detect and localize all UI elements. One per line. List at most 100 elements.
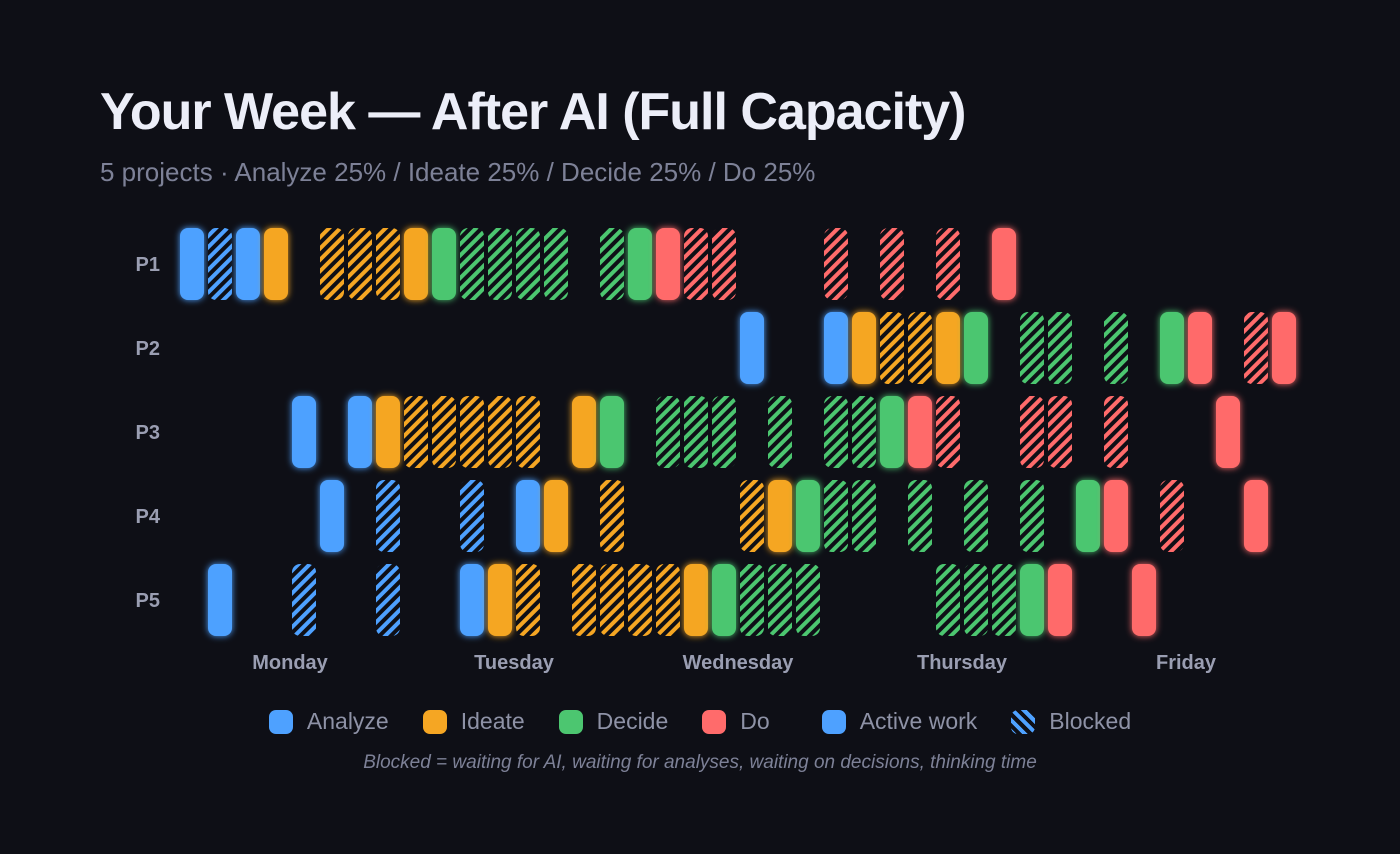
legend-label-analyze: Analyze (306, 708, 389, 734)
block-p3-slot-26-active (908, 396, 932, 468)
block-p5-slot-19-active (712, 564, 736, 636)
timeline-chart: P1 P2 P3 P4 P5 Monday Tuesday Wednesday Thursda… (136, 228, 1296, 674)
block-p2-slot-31-blocked (1048, 312, 1072, 384)
block-p3-slot-9-blocked (432, 396, 456, 468)
analyze-swatch-icon (268, 709, 293, 734)
block-p4-slot-20-blocked (740, 480, 764, 552)
block-p1-slot-15-blocked (600, 228, 624, 300)
legend-label-active: Active work (859, 708, 978, 734)
block-p4-slot-33-active (1104, 480, 1128, 552)
block-p3-slot-27-blocked (936, 396, 960, 468)
block-p1-slot-23-blocked (824, 228, 848, 300)
block-p5-slot-20-blocked (740, 564, 764, 636)
block-p2-slot-27-active (936, 312, 960, 384)
block-p3-slot-4-active (292, 396, 316, 468)
block-p2-slot-24-active (852, 312, 876, 384)
row-labels: P1 P2 P3 P4 P5 (136, 254, 161, 612)
block-p1-slot-12-blocked (516, 228, 540, 300)
block-p4-slot-32-active (1076, 480, 1100, 552)
row-label-p2: P2 (136, 338, 160, 360)
block-p4-slot-21-active (768, 480, 792, 552)
block-p5-slot-18-active (684, 564, 708, 636)
day-label-thursday: Thursday (917, 652, 1008, 674)
legend-label-ideate: Ideate (460, 708, 525, 734)
block-p3-slot-17-blocked (656, 396, 680, 468)
block-p5-slot-31-active (1048, 564, 1072, 636)
block-p3-slot-8-blocked (404, 396, 428, 468)
block-p2-slot-33-blocked (1104, 312, 1128, 384)
day-label-wednesday: Wednesday (683, 652, 795, 674)
block-p4-slot-7-blocked (376, 480, 400, 552)
block-p5-slot-11-active (488, 564, 512, 636)
day-label-monday: Monday (252, 652, 328, 674)
legend-item-decide: Decide (558, 708, 668, 735)
block-p4-slot-24-blocked (852, 480, 876, 552)
day-label-tuesday: Tuesday (474, 652, 555, 674)
block-p1-slot-3-active (264, 228, 288, 300)
block-p2-slot-20-active (740, 312, 764, 384)
block-p5-slot-10-active (460, 564, 484, 636)
block-p1-slot-10-blocked (460, 228, 484, 300)
block-p3-slot-11-blocked (488, 396, 512, 468)
block-p5-slot-7-blocked (376, 564, 400, 636)
row-label-p3: P3 (136, 422, 160, 444)
page-subtitle: 5 projects · Analyze 25% / Ideate 25% / … (100, 157, 816, 187)
block-p4-slot-15-blocked (600, 480, 624, 552)
block-p5-slot-21-blocked (768, 564, 792, 636)
legend: Analyze Ideate Decide Do Active work Blo… (0, 708, 1400, 735)
block-p3-slot-10-blocked (460, 396, 484, 468)
block-p5-slot-27-blocked (936, 564, 960, 636)
block-p5-slot-34-active (1132, 564, 1156, 636)
block-p3-slot-25-active (880, 396, 904, 468)
block-p2-slot-36-active (1188, 312, 1212, 384)
block-p4-slot-13-active (544, 480, 568, 552)
block-p1-slot-25-blocked (880, 228, 904, 300)
block-p1-slot-11-blocked (488, 228, 512, 300)
block-p5-slot-4-blocked (292, 564, 316, 636)
day-label-friday: Friday (1156, 652, 1217, 674)
block-p4-slot-22-active (796, 480, 820, 552)
block-p5-slot-14-blocked (572, 564, 596, 636)
ideate-swatch-icon (422, 709, 447, 734)
block-p5-slot-17-blocked (656, 564, 680, 636)
block-p5-slot-28-blocked (964, 564, 988, 636)
block-p4-slot-30-blocked (1020, 480, 1044, 552)
block-p2-slot-39-active (1272, 312, 1296, 384)
timeline-blocks (180, 228, 1296, 636)
legend-item-ideate: Ideate (422, 708, 525, 735)
block-p2-slot-30-blocked (1020, 312, 1044, 384)
row-label-p5: P5 (136, 590, 160, 612)
legend-item-active: Active work (821, 708, 978, 735)
block-p1-slot-16-active (628, 228, 652, 300)
block-p5-slot-1-active (208, 564, 232, 636)
legend-item-analyze: Analyze (268, 708, 389, 735)
block-p3-slot-33-blocked (1104, 396, 1128, 468)
block-p2-slot-23-active (824, 312, 848, 384)
block-p1-slot-6-blocked (348, 228, 372, 300)
block-p1-slot-7-blocked (376, 228, 400, 300)
block-p1-slot-18-blocked (684, 228, 708, 300)
block-p3-slot-23-blocked (824, 396, 848, 468)
do-swatch-icon (702, 709, 727, 734)
legend-item-blocked: Blocked (1011, 708, 1131, 735)
block-p1-slot-2-active (236, 228, 260, 300)
block-p5-slot-12-blocked (516, 564, 540, 636)
block-p2-slot-38-blocked (1244, 312, 1268, 384)
block-p5-slot-30-active (1020, 564, 1044, 636)
legend-label-blocked: Blocked (1049, 708, 1132, 734)
block-p1-slot-0-active (180, 228, 204, 300)
block-p1-slot-27-blocked (936, 228, 960, 300)
day-labels: Monday Tuesday Wednesday Thursday Friday (252, 652, 1217, 674)
block-p5-slot-16-blocked (628, 564, 652, 636)
block-p1-slot-8-active (404, 228, 428, 300)
block-p3-slot-30-blocked (1020, 396, 1044, 468)
block-p1-slot-13-blocked (544, 228, 568, 300)
block-p1-slot-19-blocked (712, 228, 736, 300)
blocked-swatch-icon (1011, 709, 1036, 734)
block-p4-slot-26-blocked (908, 480, 932, 552)
block-p3-slot-19-blocked (712, 396, 736, 468)
block-p4-slot-23-blocked (824, 480, 848, 552)
block-p4-slot-38-active (1244, 480, 1268, 552)
block-p3-slot-21-blocked (768, 396, 792, 468)
block-p3-slot-24-blocked (852, 396, 876, 468)
